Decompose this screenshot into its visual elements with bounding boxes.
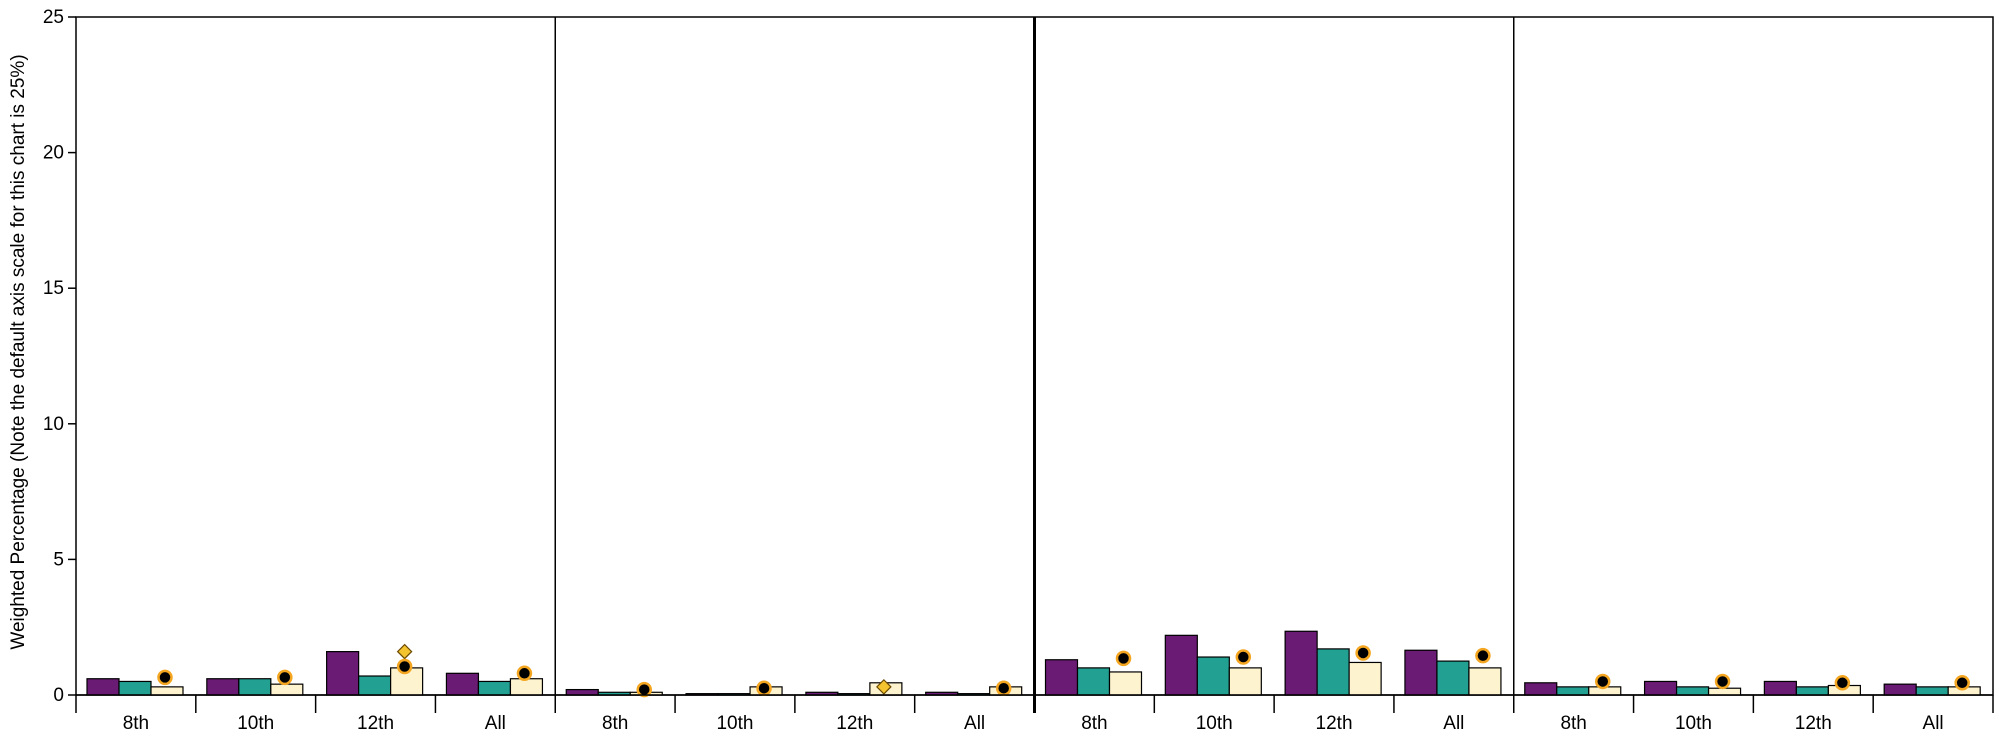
series1-bar	[1164, 634, 1198, 696]
x-tick-label: 10th	[716, 713, 753, 734]
x-tick-label: 8th	[1081, 713, 1107, 734]
x-tick-label: 12th	[1795, 713, 1832, 734]
y-tick-label: 15	[43, 278, 64, 299]
series3-bar	[1108, 671, 1143, 696]
circle-marker	[995, 680, 1012, 696]
series1-bar	[1643, 680, 1678, 696]
series3-bar	[150, 686, 184, 696]
circle-marker	[157, 669, 173, 686]
x-tick-label: All	[485, 713, 506, 734]
circle-marker	[1595, 673, 1611, 690]
series2-bar	[1076, 667, 1111, 696]
y-tick-label: 20	[43, 143, 64, 164]
series2-bar	[477, 680, 512, 696]
series3-bar	[1348, 661, 1382, 696]
series1-bar	[445, 672, 480, 696]
x-tick-label: 12th	[836, 713, 873, 734]
series1-bar	[1284, 630, 1318, 696]
circle-marker	[1355, 645, 1371, 661]
x-tick-label: 10th	[237, 713, 274, 734]
x-tick-label: 8th	[602, 713, 628, 734]
series1-bar	[1524, 682, 1558, 696]
circle-marker	[1115, 650, 1132, 667]
y-tick-label: 25	[43, 7, 64, 28]
diamond-marker	[876, 679, 892, 695]
plot-frame	[75, 16, 1994, 713]
series1-bar	[565, 688, 599, 696]
series2-bar	[1556, 686, 1590, 696]
y-axis-label: Weighted Percentage (Note the default ax…	[8, 54, 29, 649]
series3-bar	[390, 667, 424, 696]
series2-bar	[1915, 686, 1949, 696]
x-tick-label: All	[1443, 713, 1464, 734]
series2-bar	[118, 680, 152, 696]
x-axis: 8th 10th 12th All 8th 10th 12th All 8th 10th 12th A…	[75, 694, 1994, 734]
markers	[157, 643, 1970, 698]
x-tick-label: All	[1923, 713, 1944, 734]
series3-bar	[270, 683, 304, 696]
y-tick-label: 0	[53, 685, 64, 706]
series3-bar	[509, 678, 544, 696]
series2-bar	[1795, 686, 1829, 696]
circle-marker	[636, 681, 652, 698]
x-tick-label: 12th	[1316, 713, 1353, 734]
series2-bar	[1196, 656, 1230, 696]
x-tick-label: 8th	[1560, 713, 1586, 734]
series3-bar	[1468, 667, 1502, 696]
bars	[86, 630, 1981, 696]
circle-marker	[1714, 673, 1731, 690]
series2-bar	[1436, 660, 1470, 696]
series1-bar	[1883, 683, 1917, 696]
x-tick-label: 8th	[123, 713, 149, 734]
circle-marker	[756, 680, 772, 696]
circle-marker	[1475, 647, 1491, 664]
y-axis: 0 5 10 15 20 25	[43, 7, 76, 706]
series1-bar	[1044, 659, 1079, 696]
series2-bar	[1316, 648, 1350, 696]
circle-marker	[516, 665, 533, 682]
circle-marker	[277, 669, 293, 686]
circle-marker	[1235, 649, 1252, 665]
series1-bar	[206, 678, 240, 696]
series2-bar	[358, 675, 392, 696]
circle-marker	[1834, 675, 1851, 691]
series3-bar	[1228, 667, 1262, 696]
x-tick-label: 12th	[357, 713, 394, 734]
series1-bar	[86, 678, 120, 696]
x-tick-label: 10th	[1196, 713, 1233, 734]
y-tick-label: 5	[53, 549, 64, 570]
series3-bar	[1707, 687, 1742, 696]
y-tick-label: 10	[43, 414, 64, 435]
series1-bar	[1404, 649, 1438, 696]
series2-bar	[238, 678, 272, 696]
x-tick-label: All	[964, 713, 985, 734]
series2-bar	[1675, 686, 1710, 696]
series1-bar	[326, 651, 360, 696]
circle-marker	[1954, 675, 1970, 691]
diamond-marker	[396, 643, 413, 660]
x-tick-label: 10th	[1675, 713, 1712, 734]
series1-bar	[1763, 680, 1797, 696]
circle-marker	[396, 658, 413, 675]
